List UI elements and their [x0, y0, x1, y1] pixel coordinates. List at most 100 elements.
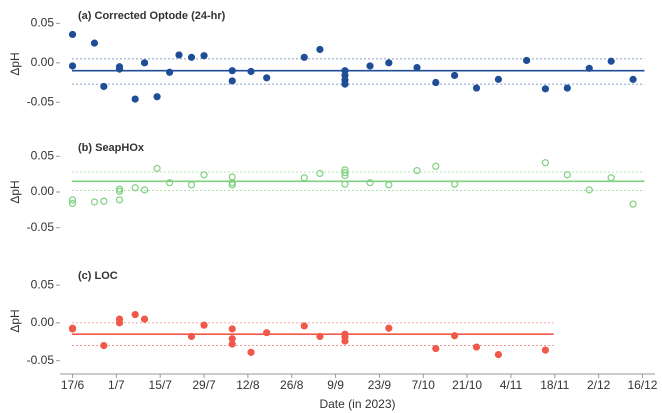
data-point — [153, 164, 161, 173]
data-point — [187, 332, 196, 341]
data-point — [100, 197, 108, 205]
data-point — [228, 181, 236, 189]
x-tick-label: 15/7 — [149, 378, 173, 392]
y-tick-label: -0.05 — [27, 353, 55, 367]
data-point — [472, 84, 481, 92]
data-point — [366, 179, 374, 187]
data-point — [432, 162, 440, 170]
data-point — [341, 169, 349, 177]
data-point — [200, 52, 208, 60]
data-point — [413, 63, 421, 72]
data-point — [140, 186, 149, 194]
data-point — [300, 53, 308, 61]
data-point — [450, 71, 459, 80]
data-point — [140, 315, 149, 323]
data-point — [450, 180, 459, 188]
data-point — [115, 319, 124, 327]
x-tick-label: 16/12 — [627, 378, 657, 392]
y-tick-label: 0.05 — [31, 16, 55, 30]
data-point — [316, 332, 324, 341]
y-tick-label: -0.05 — [27, 94, 55, 108]
data-point — [585, 186, 593, 194]
data-point — [413, 166, 421, 175]
data-point — [432, 78, 440, 87]
y-tick-label: -0.05 — [27, 220, 55, 234]
data-point — [115, 185, 124, 193]
data-point — [629, 75, 637, 83]
data-point — [228, 77, 236, 85]
data-point — [131, 310, 139, 319]
data-point — [187, 181, 196, 189]
data-point — [300, 322, 308, 330]
data-point — [100, 82, 108, 91]
x-tick-label: 7/10 — [412, 378, 436, 392]
data-point — [472, 343, 481, 351]
data-point — [228, 67, 236, 75]
x-tick-label: 4/11 — [500, 378, 523, 392]
x-tick-label: 1/7 — [108, 378, 125, 392]
data-point — [247, 348, 255, 356]
data-point — [541, 346, 549, 354]
data-point — [263, 74, 271, 82]
x-tick-label: 2/12 — [587, 378, 611, 392]
data-point — [175, 51, 183, 59]
data-point — [607, 174, 615, 182]
data-point — [68, 196, 77, 204]
data-point — [131, 184, 139, 192]
data-point — [585, 64, 593, 72]
y-tick-label: 0.05 — [31, 277, 55, 291]
x-tick-label: 9/9 — [327, 378, 344, 392]
panel-title: (a) Corrected Optode (24-hr) — [78, 10, 226, 22]
data-point — [68, 324, 77, 332]
data-point — [166, 68, 174, 76]
y-tick-label: 0.00 — [31, 315, 55, 329]
data-point — [366, 62, 374, 70]
data-point — [541, 85, 549, 93]
data-point — [494, 351, 503, 359]
y-tick-label: 0.00 — [31, 184, 55, 198]
data-point — [68, 62, 77, 70]
data-point — [100, 341, 108, 350]
data-point — [228, 340, 236, 348]
data-point — [115, 196, 124, 204]
data-point — [300, 174, 308, 182]
y-tick-label: 0.00 — [31, 55, 55, 69]
data-point — [90, 198, 99, 206]
data-point — [68, 30, 77, 39]
data-point — [316, 45, 324, 54]
data-point — [228, 325, 236, 333]
x-tick-label: 29/7 — [192, 378, 216, 392]
data-point — [115, 65, 124, 73]
x-axis-label: Date (in 2023) — [319, 397, 395, 411]
data-point — [385, 59, 393, 67]
data-point — [541, 159, 549, 167]
data-point — [341, 333, 349, 341]
data-point — [563, 171, 571, 179]
data-point — [341, 171, 349, 180]
data-point — [432, 344, 440, 353]
data-point — [68, 199, 77, 208]
y-axis-label: ΔpH — [8, 180, 22, 203]
data-point — [607, 57, 615, 65]
x-tick-label: 12/8 — [236, 378, 260, 392]
data-point — [341, 180, 349, 188]
data-point — [140, 59, 149, 67]
y-tick-label: 0.05 — [31, 148, 55, 162]
data-point — [131, 95, 139, 103]
data-point — [629, 200, 637, 208]
data-point — [200, 171, 208, 179]
y-axis-label: ΔpH — [8, 52, 22, 75]
x-tick-label: 21/10 — [452, 378, 482, 392]
data-point — [523, 56, 531, 65]
x-tick-label: 26/8 — [280, 378, 304, 392]
data-point — [115, 187, 124, 195]
data-point — [341, 80, 349, 88]
data-point — [228, 173, 236, 181]
x-tick-label: 17/6 — [61, 378, 85, 392]
data-point — [200, 321, 208, 329]
data-point — [494, 75, 503, 83]
data-point — [385, 181, 393, 189]
data-point — [385, 324, 393, 332]
data-point — [228, 179, 236, 187]
x-tick-label: 18/11 — [540, 378, 569, 392]
